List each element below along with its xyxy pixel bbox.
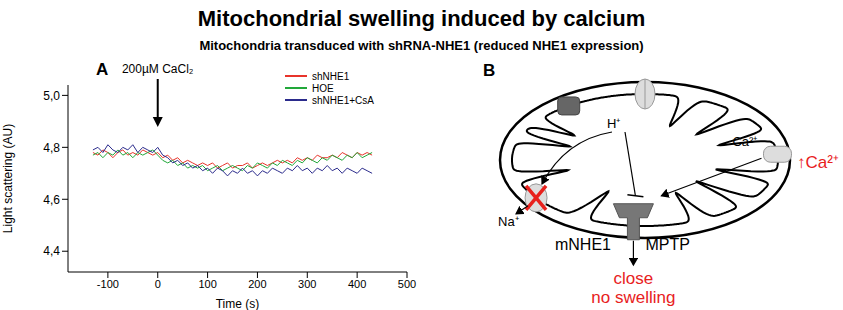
html-text:Mitochondria transduced with s: Mitochondria transduced with shRNA-NHE1 …: [199, 38, 644, 53]
svg-text:H⁺: H⁺: [607, 116, 620, 131]
svg-text:Time (s): Time (s): [216, 297, 260, 310]
svg-text:↑Ca²⁺: ↑Ca²⁺: [797, 153, 839, 172]
svg-text:100: 100: [198, 278, 216, 290]
svg-text:Ca²⁺: Ca²⁺: [732, 134, 757, 149]
svg-text:B: B: [483, 61, 495, 80]
svg-text:4,4: 4,4: [43, 244, 60, 258]
html-text:shNHE1: shNHE1: [312, 70, 350, 82]
html-text:HOE: HOE: [312, 82, 334, 94]
svg-text:400: 400: [348, 278, 366, 290]
html-text:shNHE1+CsA: shNHE1+CsA: [312, 94, 374, 106]
svg-text:MPTP: MPTP: [645, 236, 689, 253]
svg-text:Light scattering (AU): Light scattering (AU): [1, 124, 15, 233]
html-text:Mitochondrial swelling induced: Mitochondrial swelling induced by calciu…: [197, 6, 646, 31]
svg-text:close: close: [614, 269, 654, 288]
svg-text:300: 300: [298, 278, 316, 290]
html-text:A: A: [96, 60, 109, 79]
svg-text:0: 0: [155, 278, 161, 290]
svg-text:-100: -100: [97, 278, 119, 290]
svg-text:mNHE1: mNHE1: [555, 236, 611, 253]
svg-text:4,6: 4,6: [43, 193, 60, 207]
svg-text:4,8: 4,8: [43, 141, 60, 155]
svg-text:no swelling: no swelling: [591, 288, 675, 307]
svg-text:500: 500: [398, 278, 416, 290]
svg-text:Na⁺: Na⁺: [498, 214, 519, 229]
svg-text:200µM CaCl₂: 200µM CaCl₂: [122, 62, 194, 76]
svg-text:5,0: 5,0: [43, 89, 60, 103]
svg-text:200: 200: [248, 278, 266, 290]
